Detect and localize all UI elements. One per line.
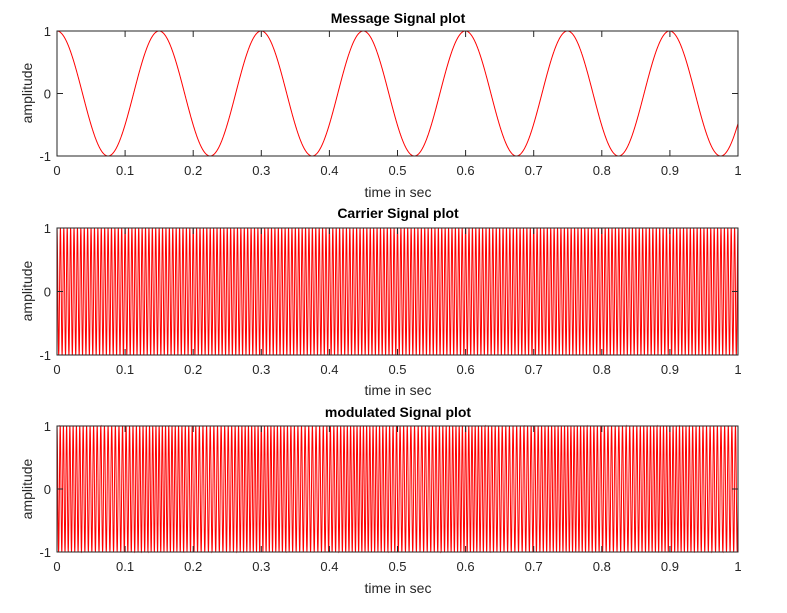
x-tick-label: 0.2 <box>184 163 202 178</box>
x-tick-label: 1 <box>734 559 741 574</box>
carrier-plot-title: Carrier Signal plot <box>337 205 459 221</box>
x-tick-label: 0.4 <box>320 362 338 377</box>
modulated-y-ticks: -1 0 1 <box>39 419 738 560</box>
carrier-x-axis-label: time in sec <box>365 382 432 398</box>
x-tick-label: 0.1 <box>116 362 134 377</box>
message-signal-line <box>57 30 739 157</box>
x-tick-label: 0.3 <box>252 362 270 377</box>
subplot-carrier: Carrier Signal plot 0 0.1 0.2 0.3 0.4 0.5 0.6 0… <box>19 205 742 398</box>
carrier-x-ticks: 0 0.1 0.2 0.3 0.4 0.5 0.6 0.7 0.8 0.9 1 <box>53 228 742 377</box>
x-tick-label: 1 <box>734 163 741 178</box>
message-x-axis-label: time in sec <box>365 184 432 200</box>
message-y-ticks: -1 0 1 <box>39 24 738 164</box>
subplot-message: Message Signal plot 0 0.1 0.2 0.3 0.4 0.5 0.6 0… <box>19 10 742 200</box>
modulated-plot-area <box>56 424 739 554</box>
x-tick-label: 0 <box>53 163 60 178</box>
x-tick-label: 0.7 <box>525 559 543 574</box>
x-tick-label: 0.5 <box>388 559 406 574</box>
y-tick-label: 0 <box>44 482 51 497</box>
x-tick-label: 0.7 <box>525 362 543 377</box>
x-tick-label: 0.4 <box>320 163 338 178</box>
message-plot-area <box>57 30 739 157</box>
modulated-x-axis-label: time in sec <box>365 580 432 596</box>
y-tick-label: -1 <box>39 149 51 164</box>
y-tick-label: 0 <box>44 87 51 102</box>
carrier-y-axis-label: amplitude <box>19 260 35 321</box>
modulated-y-axis-label: amplitude <box>19 458 35 519</box>
modulated-x-ticks: 0 0.1 0.2 0.3 0.4 0.5 0.6 0.7 0.8 0.9 1 <box>53 426 742 574</box>
modulated-plot-title: modulated Signal plot <box>325 404 472 420</box>
x-tick-label: 0.6 <box>457 163 475 178</box>
y-tick-label: -1 <box>39 348 51 363</box>
x-tick-label: 0.9 <box>661 559 679 574</box>
x-tick-label: 0.1 <box>116 163 134 178</box>
subplot-modulated: modulated Signal plot 0 0.1 0.2 0.3 0.4 0.5 0.… <box>19 404 742 596</box>
x-tick-label: 1 <box>734 362 741 377</box>
y-tick-label: -1 <box>39 545 51 560</box>
carrier-y-ticks: -1 0 1 <box>39 221 738 363</box>
x-tick-label: 0.9 <box>661 163 679 178</box>
x-tick-label: 0.7 <box>525 163 543 178</box>
x-tick-label: 0.2 <box>184 362 202 377</box>
x-tick-label: 0.3 <box>252 559 270 574</box>
x-tick-label: 0.5 <box>388 163 406 178</box>
x-tick-label: 0.1 <box>116 559 134 574</box>
x-tick-label: 0 <box>53 559 60 574</box>
x-tick-label: 0.8 <box>593 163 611 178</box>
x-tick-label: 0 <box>53 362 60 377</box>
x-tick-label: 0.9 <box>661 362 679 377</box>
y-tick-label: 1 <box>44 24 51 39</box>
y-tick-label: 1 <box>44 419 51 434</box>
y-tick-label: 1 <box>44 221 51 236</box>
message-x-ticks: 0 0.1 0.2 0.3 0.4 0.5 0.6 0.7 0.8 0.9 1 <box>53 31 742 178</box>
y-tick-label: 0 <box>44 285 51 300</box>
message-y-axis-label: amplitude <box>19 62 35 123</box>
modulated-signal-line <box>56 424 739 554</box>
x-tick-label: 0.6 <box>457 559 475 574</box>
message-plot-title: Message Signal plot <box>331 10 466 26</box>
x-tick-label: 0.4 <box>320 559 338 574</box>
x-tick-label: 0.5 <box>388 362 406 377</box>
x-tick-label: 0.8 <box>593 362 611 377</box>
x-tick-label: 0.8 <box>593 559 611 574</box>
x-tick-label: 0.3 <box>252 163 270 178</box>
x-tick-label: 0.2 <box>184 559 202 574</box>
x-tick-label: 0.6 <box>457 362 475 377</box>
